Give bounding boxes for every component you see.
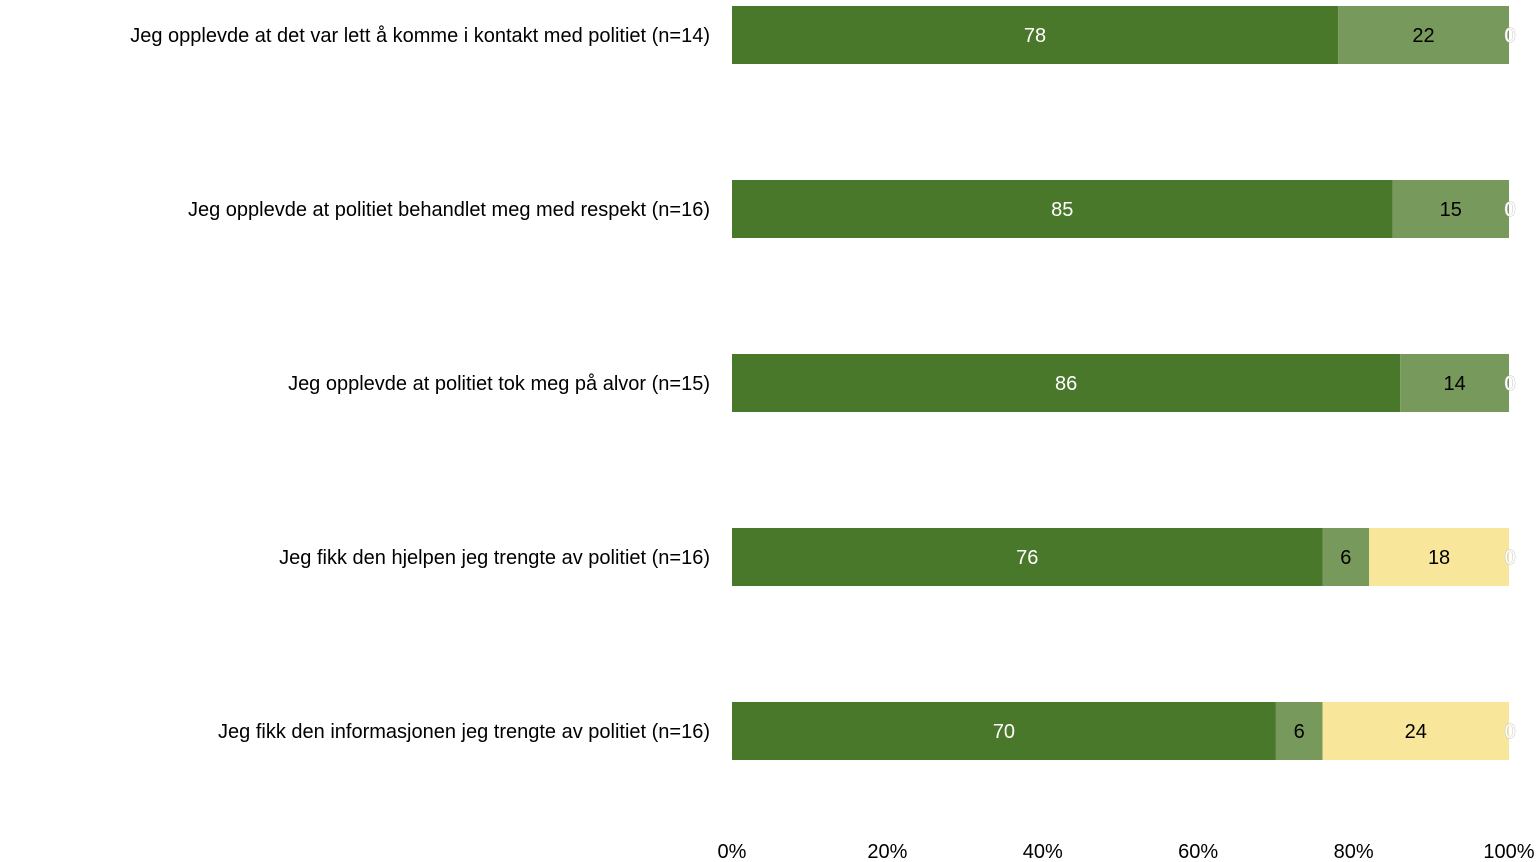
data-label: 0 <box>1504 721 1515 743</box>
x-axis-ticks: 0% 20% 40% 60% 80% 100% <box>718 841 1535 862</box>
x-tick-label: 0% <box>718 841 747 862</box>
bar-segment <box>1322 702 1509 760</box>
bar-segment <box>732 354 1401 412</box>
data-label: 0 <box>1504 199 1515 221</box>
data-label: 14 <box>1443 373 1465 395</box>
x-tick-label: 20% <box>867 841 907 862</box>
data-label: 85 <box>1051 199 1073 221</box>
bar-segment <box>1275 702 1323 760</box>
category-label: Jeg opplevde at politiet tok meg på alvo… <box>288 373 710 395</box>
data-label: 18 <box>1428 547 1450 569</box>
bar-segment <box>732 702 1276 760</box>
bars-layer: 78 22 0 85 15 0 86 14 0 76 6 18 0 70 6 24 0 <box>732 6 1516 760</box>
category-label: Jeg opplevde at det var lett å komme i k… <box>130 25 710 47</box>
data-label: 22 <box>1412 25 1434 47</box>
data-label: 70 <box>993 721 1015 743</box>
data-label: 86 <box>1055 373 1077 395</box>
bar-segment <box>1322 528 1370 586</box>
data-label: 0 <box>1504 373 1515 395</box>
data-label: 6 <box>1294 721 1305 743</box>
x-tick-label: 60% <box>1178 841 1218 862</box>
category-label: Jeg fikk den hjelpen jeg trengte av poli… <box>279 547 710 569</box>
bar-segment <box>1338 6 1509 64</box>
x-tick-label: 80% <box>1334 841 1374 862</box>
bar-segment <box>1392 180 1509 238</box>
bar-segment <box>732 180 1393 238</box>
bar-segment <box>732 528 1323 586</box>
x-tick-label: 100% <box>1483 841 1534 862</box>
bar-segment <box>1400 354 1509 412</box>
data-label: 78 <box>1024 25 1046 47</box>
data-label: 0 <box>1504 547 1515 569</box>
x-tick-label: 40% <box>1023 841 1063 862</box>
data-label: 76 <box>1016 547 1038 569</box>
category-label: Jeg opplevde at politiet behandlet meg m… <box>188 199 710 221</box>
bar-segment <box>732 6 1339 64</box>
category-label: Jeg fikk den informasjonen jeg trengte a… <box>218 721 710 743</box>
data-label: 24 <box>1405 721 1427 743</box>
data-label: 0 <box>1504 25 1515 47</box>
bar-segment <box>1369 528 1509 586</box>
data-label: 15 <box>1440 199 1462 221</box>
category-labels: Jeg opplevde at det var lett å komme i k… <box>130 25 710 743</box>
data-label: 6 <box>1340 547 1351 569</box>
